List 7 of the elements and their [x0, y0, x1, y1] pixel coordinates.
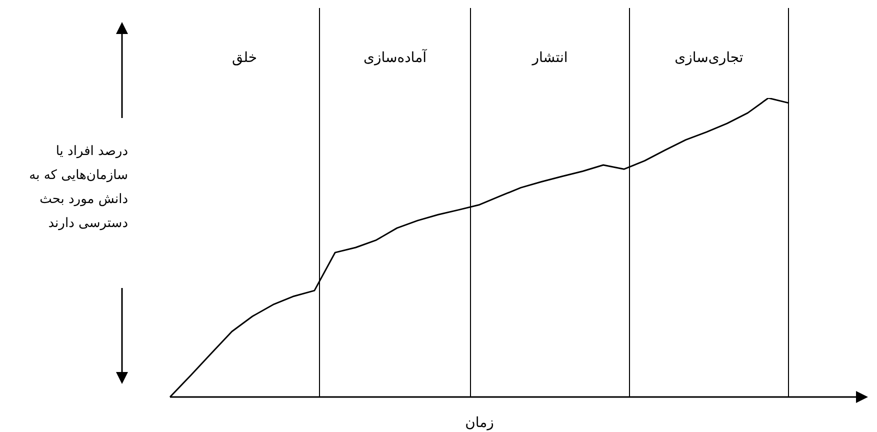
y-axis-title: درصد افراد یا سازمان‌هایی که به دانش مورد بحث دسترسی دارند [28, 143, 128, 233]
stage-column: خلق [170, 8, 320, 397]
stage-column: تجاری‌سازی [630, 8, 789, 397]
stage-column: آماده‌سازی [320, 8, 471, 397]
stage-column: انتشار [471, 8, 630, 397]
text: انتشار [530, 50, 569, 66]
x-axis-title: زمان [465, 415, 494, 431]
